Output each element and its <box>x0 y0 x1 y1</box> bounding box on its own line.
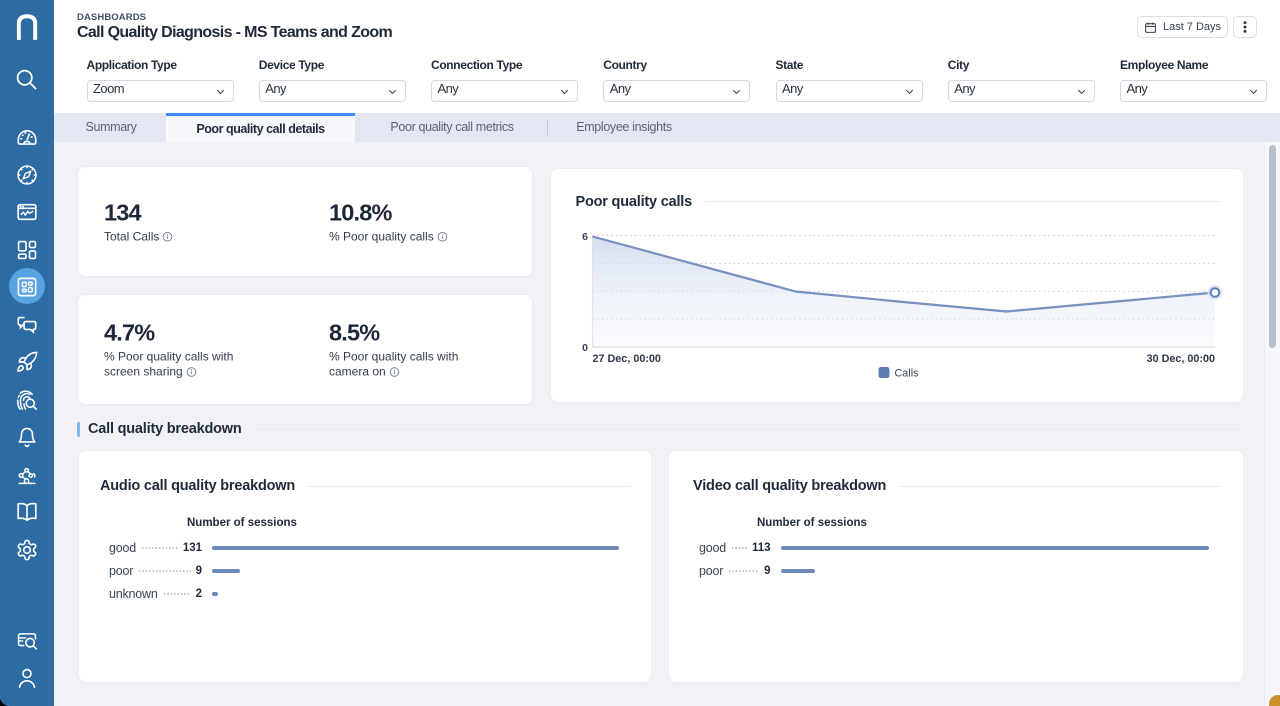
svg-text:30 Dec, 00:00: 30 Dec, 00:00 <box>1146 352 1214 364</box>
svg-text:0: 0 <box>582 342 588 354</box>
svg-text:27 Dec, 00:00: 27 Dec, 00:00 <box>592 352 660 364</box>
svg-text:Calls: Calls <box>894 367 919 379</box>
svg-text:6: 6 <box>582 231 588 243</box>
